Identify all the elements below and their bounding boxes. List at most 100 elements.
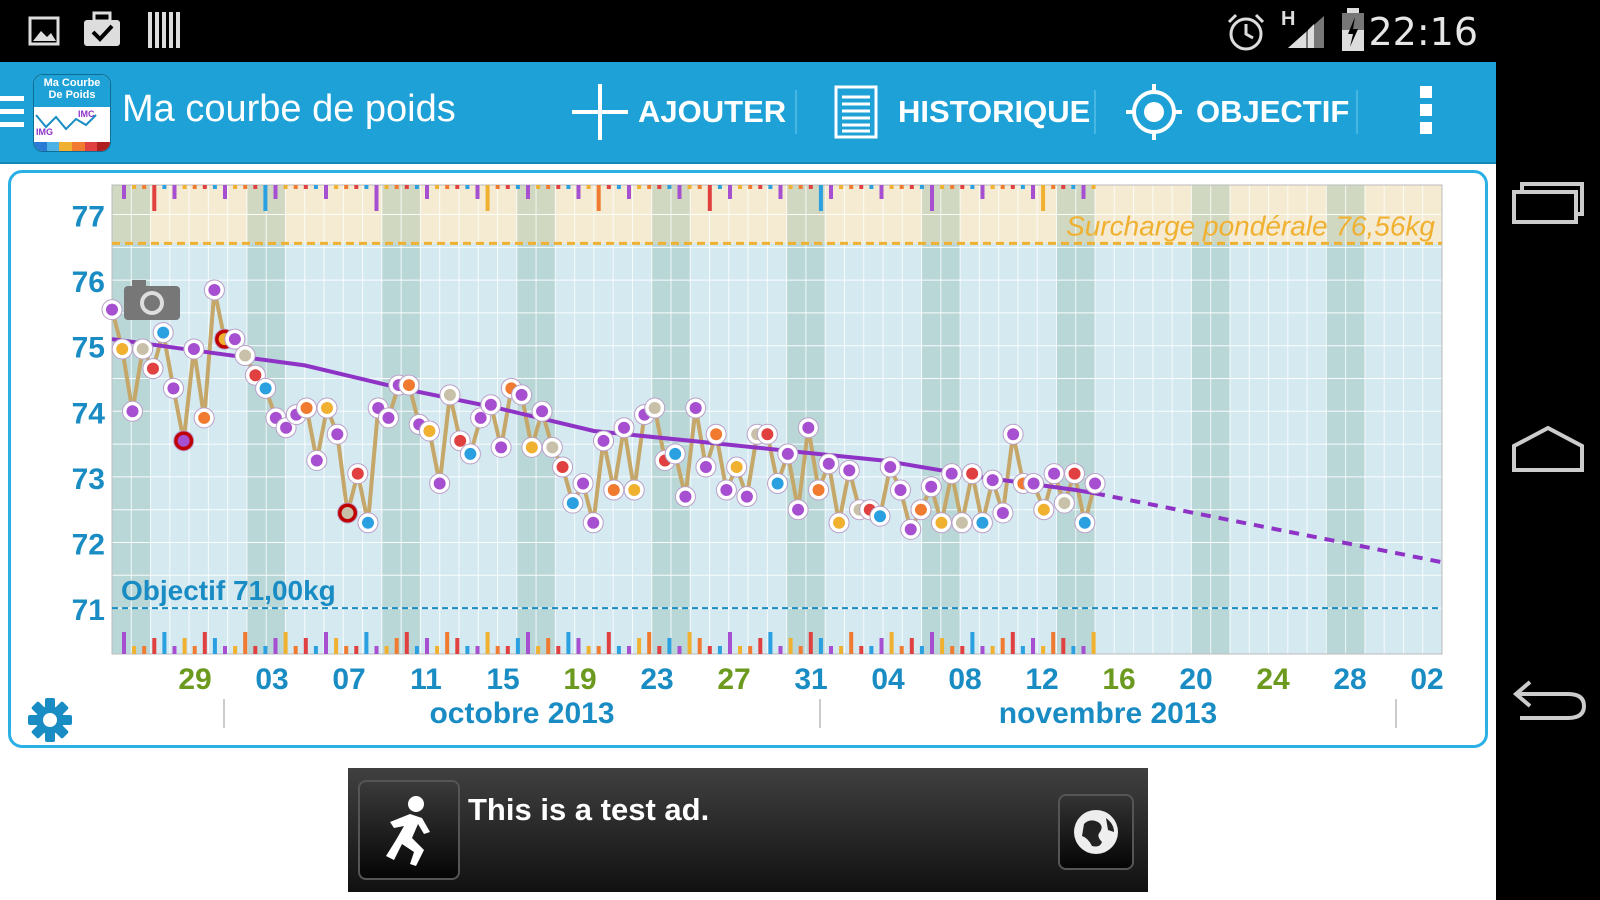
x-tick-label: 11 — [410, 663, 442, 696]
target-icon — [1126, 84, 1182, 140]
data-point-core — [321, 402, 334, 415]
data-point-core — [577, 477, 590, 490]
data-point-core — [280, 421, 293, 434]
data-point-core — [628, 484, 641, 497]
bottom-marker — [970, 632, 975, 654]
bottom-marker — [505, 646, 510, 654]
data-point-core — [228, 333, 241, 346]
history-button-label: HISTORIQUE — [898, 94, 1091, 129]
x-tick-label: 19 — [563, 663, 596, 696]
y-tick-label: 71 — [72, 594, 105, 627]
month-label: octobre 2013 — [429, 697, 614, 730]
data-point-core — [126, 405, 139, 418]
drawer-menu-icon[interactable] — [0, 96, 24, 135]
bottom-marker — [990, 646, 995, 654]
bottom-marker — [465, 646, 470, 654]
bottom-marker — [263, 646, 268, 654]
data-point-core — [454, 434, 467, 447]
x-tick-label: 02 — [1410, 663, 1443, 696]
top-marker — [798, 185, 803, 189]
top-marker — [394, 185, 399, 189]
status-bar: H 22:16 — [0, 0, 1496, 62]
top-marker — [1061, 185, 1066, 189]
bottom-marker — [202, 632, 207, 654]
data-point-core — [966, 467, 979, 480]
top-marker — [212, 185, 217, 189]
data-point-core — [884, 461, 897, 474]
globe-icon[interactable] — [1058, 794, 1134, 870]
data-point-core — [822, 457, 835, 470]
data-point-core — [607, 484, 620, 497]
bottom-marker — [869, 646, 874, 654]
bottom-marker — [909, 638, 914, 654]
data-point-core — [874, 510, 887, 523]
top-marker — [829, 185, 833, 199]
top-marker — [233, 185, 238, 189]
back-icon[interactable] — [1510, 674, 1590, 724]
top-marker — [485, 185, 490, 211]
bottom-marker — [536, 646, 541, 654]
data-point-core — [618, 421, 631, 434]
top-marker — [738, 185, 743, 189]
data-point-core — [525, 441, 538, 454]
settings-gear-icon[interactable] — [26, 696, 74, 744]
goal-button[interactable]: OBJECTIF — [1124, 62, 1349, 162]
top-marker — [748, 185, 753, 189]
top-marker — [182, 185, 187, 189]
top-marker — [435, 185, 440, 189]
top-marker — [647, 185, 652, 189]
battery-charging-icon — [1342, 8, 1364, 51]
bottom-marker — [697, 638, 702, 654]
bottom-marker — [576, 638, 581, 654]
top-marker — [1031, 185, 1035, 199]
data-point-core — [1048, 467, 1061, 480]
recent-apps-icon[interactable] — [1510, 178, 1586, 226]
bottom-marker — [1051, 632, 1056, 654]
data-point-core — [843, 464, 856, 477]
top-marker — [728, 185, 732, 199]
top-marker — [687, 185, 692, 189]
bottom-marker — [667, 638, 672, 654]
top-marker — [879, 185, 884, 199]
overflow-menu-icon[interactable] — [1420, 86, 1434, 140]
top-marker — [334, 185, 339, 189]
x-tick-label: 20 — [1179, 663, 1212, 696]
bottom-marker — [940, 638, 945, 654]
top-marker — [627, 185, 631, 199]
bottom-marker — [1091, 632, 1096, 654]
top-marker — [919, 185, 924, 189]
top-marker — [950, 185, 955, 189]
y-tick-label: 72 — [72, 528, 105, 561]
top-marker — [768, 185, 773, 189]
action-bar: Ma Courbe De Poids IMC IMG Ma courbe de p… — [0, 62, 1496, 164]
data-point-core — [484, 398, 497, 411]
top-marker — [162, 185, 167, 189]
alarm-icon — [1227, 13, 1265, 51]
weight-chart[interactable]: Surcharge pondérale 76,56kg Objectif 71,0… — [11, 173, 1485, 745]
bottom-marker — [1081, 646, 1086, 654]
ad-banner[interactable]: This is a test ad. — [348, 768, 1148, 892]
add-button[interactable]: AJOUTER — [570, 62, 786, 162]
bottom-marker — [606, 632, 611, 654]
home-icon[interactable] — [1510, 424, 1586, 474]
app-logo[interactable]: Ma Courbe De Poids IMC IMG — [33, 74, 111, 152]
bottom-marker — [475, 646, 480, 654]
bottom-marker — [839, 646, 844, 654]
bottom-marker — [172, 646, 177, 654]
history-button[interactable]: HISTORIQUE — [834, 62, 1090, 162]
top-marker — [849, 185, 854, 189]
bottom-marker — [334, 638, 339, 654]
top-marker — [909, 185, 914, 189]
bottom-marker — [1010, 632, 1015, 654]
data-point-core — [259, 382, 272, 395]
bottom-marker — [425, 638, 429, 654]
data-point-core — [310, 454, 323, 467]
logo-graph-icon: IMC IMG — [35, 109, 97, 137]
bottom-marker — [1000, 638, 1005, 654]
bottom-marker — [637, 638, 642, 654]
top-marker — [445, 185, 450, 189]
bottom-marker — [162, 632, 167, 654]
top-marker — [172, 185, 177, 199]
bottom-marker — [687, 632, 692, 654]
x-tick-label: 31 — [794, 663, 827, 696]
